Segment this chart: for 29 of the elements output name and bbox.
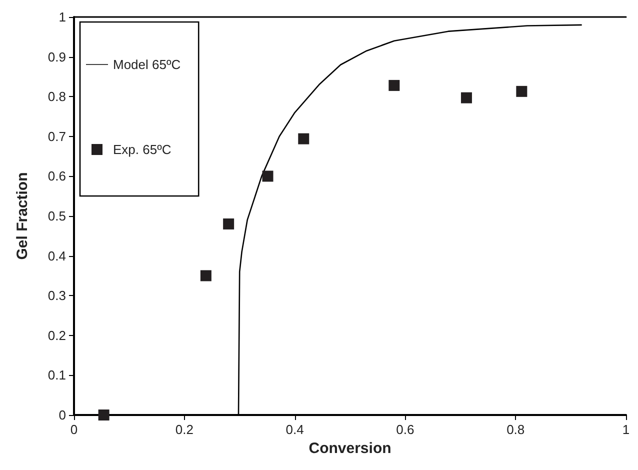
y-tick-label: 0.5	[48, 208, 66, 224]
y-tick-label: 0.3	[48, 288, 66, 304]
legend-label: Model 65ºC	[113, 57, 181, 72]
point	[98, 410, 110, 420]
y-axis-title: Gel Fraction	[14, 172, 31, 260]
point	[262, 170, 274, 182]
point	[298, 133, 310, 144]
y-tick-label: 0.8	[48, 89, 66, 104]
y-tick-label: 0.7	[48, 128, 66, 144]
x-tick-label: 0.6	[396, 422, 414, 437]
y-tick-label: 1	[58, 10, 66, 24]
x-axis-title: Conversion	[308, 440, 392, 457]
x-tick-label: 0	[70, 422, 78, 437]
legend-label: Exp. 65ºC	[113, 142, 172, 157]
y-tick-label: 0.9	[48, 49, 66, 64]
y-tick-label: 0.2	[48, 328, 66, 343]
x-tick-label: 1	[622, 422, 630, 437]
point	[388, 80, 400, 91]
point	[460, 92, 472, 104]
x-tick-label: 0.8	[506, 422, 525, 437]
y-tick-label: 0.1	[48, 368, 66, 383]
x-tick-label: 0.4	[286, 422, 304, 437]
point	[223, 218, 234, 230]
x-tick-label: 0.2	[175, 422, 194, 437]
y-tick-label: 0	[58, 408, 66, 422]
point	[200, 270, 212, 282]
y-tick-label: 0.6	[48, 168, 66, 184]
point	[516, 86, 528, 97]
y-tick-label: 0.4	[48, 248, 66, 264]
